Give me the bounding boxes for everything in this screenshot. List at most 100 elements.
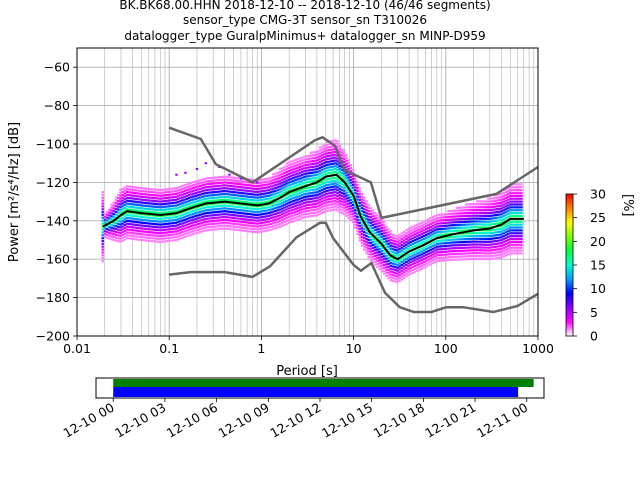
density-cell <box>520 220 523 223</box>
density-cell <box>141 198 144 201</box>
density-cell <box>427 249 430 253</box>
density-cell <box>502 235 505 238</box>
density-cell <box>312 168 315 171</box>
density-cell <box>245 189 248 192</box>
density-cell <box>150 199 153 202</box>
density-cell <box>163 225 166 229</box>
density-cell <box>389 259 392 262</box>
density-cell <box>436 251 439 254</box>
density-cell <box>515 223 519 226</box>
density-cell <box>460 229 463 232</box>
density-cell <box>389 244 392 247</box>
density-cell <box>101 234 104 237</box>
density-cell <box>416 235 419 238</box>
density-cell <box>103 235 107 239</box>
density-cell <box>343 201 346 204</box>
density-cell <box>232 211 235 214</box>
density-cell <box>238 183 242 186</box>
density-cell <box>256 187 260 191</box>
density-cell <box>161 229 164 232</box>
density-cell <box>216 225 220 228</box>
density-cell <box>444 247 448 250</box>
density-cell <box>444 244 448 248</box>
density-cell <box>121 202 124 205</box>
density-cell <box>367 255 370 259</box>
density-cell <box>447 253 450 256</box>
density-cell <box>438 225 441 228</box>
mode-line <box>102 173 524 261</box>
density-cell <box>230 219 233 222</box>
density-cell <box>241 220 244 224</box>
density-cell <box>347 208 350 211</box>
density-cell <box>451 255 455 259</box>
density-cell <box>469 226 472 229</box>
density-cell <box>285 193 288 197</box>
density-cell <box>371 232 375 235</box>
density-cell <box>258 181 262 184</box>
density-cell <box>165 237 169 240</box>
density-cell <box>172 219 175 222</box>
density-cell <box>181 196 184 199</box>
density-cell <box>389 270 392 273</box>
density-cell <box>196 199 200 203</box>
density-cell <box>398 248 401 251</box>
density-cell <box>354 226 357 229</box>
density-cell <box>380 267 384 270</box>
density-cell <box>393 266 397 269</box>
density-cell <box>411 254 415 257</box>
density-cell <box>493 222 497 225</box>
density-cell <box>327 186 330 189</box>
density-cell <box>418 231 421 234</box>
density-cell <box>267 186 271 189</box>
density-cell <box>478 246 481 249</box>
density-cell <box>214 208 217 211</box>
density-cell <box>380 241 384 244</box>
density-cell <box>500 221 503 224</box>
density-cell <box>487 235 490 238</box>
density-cell <box>292 165 295 168</box>
density-cell <box>334 185 337 188</box>
density-cell <box>156 200 160 203</box>
density-cell <box>176 229 180 232</box>
density-cell <box>156 229 160 232</box>
density-cell <box>500 239 503 242</box>
density-cell <box>425 228 428 231</box>
density-cell <box>230 193 233 196</box>
density-cell <box>340 168 344 171</box>
density-cell <box>418 254 421 257</box>
density-cell <box>380 229 384 233</box>
density-cell <box>365 243 368 246</box>
density-cell <box>280 187 284 190</box>
density-cell <box>471 257 474 261</box>
density-cell <box>141 195 144 199</box>
density-cell <box>303 181 306 184</box>
density-cell <box>143 216 147 219</box>
density-cell <box>436 245 439 248</box>
density-cell <box>318 212 322 216</box>
density-cell <box>471 214 474 217</box>
density-cell <box>425 233 428 236</box>
density-cell <box>351 177 355 181</box>
density-cell <box>139 195 142 198</box>
density-cell <box>123 186 127 189</box>
density-cell <box>449 244 452 247</box>
density-cell <box>429 254 432 257</box>
density-cell <box>371 238 375 241</box>
colorbar-gradient <box>565 193 574 337</box>
density-cell <box>433 229 437 232</box>
density-cell <box>464 212 468 215</box>
density-cell <box>438 248 441 251</box>
density-cell <box>387 239 390 242</box>
density-cell <box>378 227 381 230</box>
density-cell <box>154 240 158 243</box>
density-cell <box>513 194 517 197</box>
density-cell <box>425 265 428 268</box>
density-cell <box>405 237 408 241</box>
density-cell <box>214 179 217 182</box>
density-cell <box>292 171 295 174</box>
density-cell <box>398 262 401 265</box>
density-cell <box>132 186 135 189</box>
density-cell <box>159 223 162 226</box>
density-cell <box>502 191 505 195</box>
density-cell <box>453 238 457 241</box>
